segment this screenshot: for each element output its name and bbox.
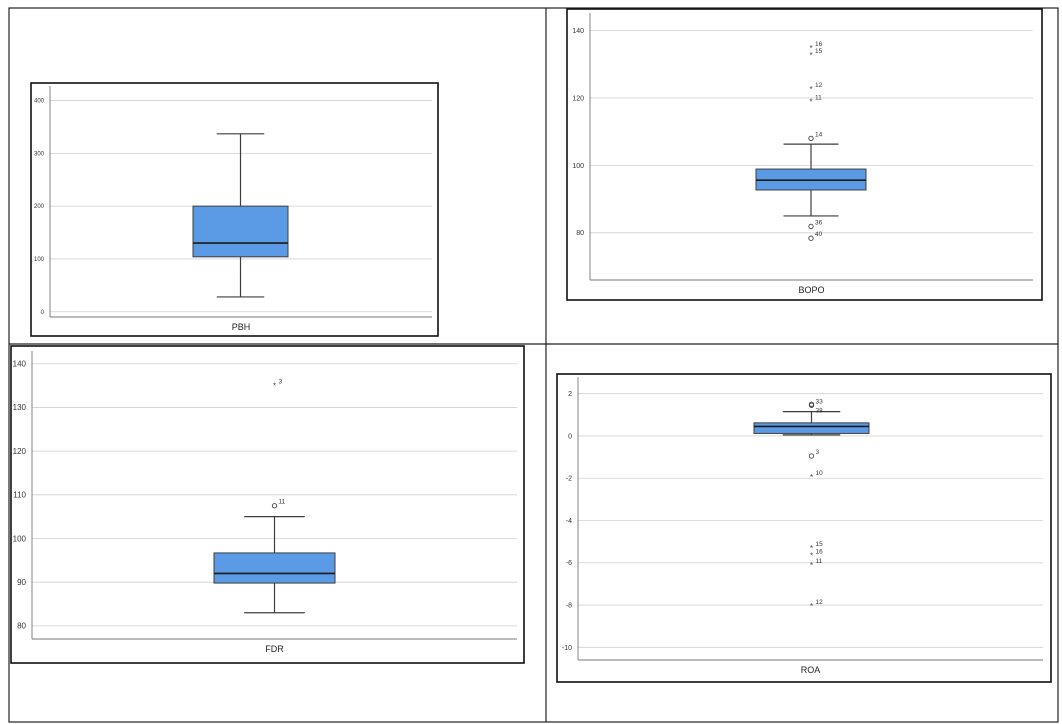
y-tick-label: 120: [13, 447, 27, 456]
extreme-point: *: [809, 51, 812, 60]
extreme-point: *: [810, 551, 813, 560]
y-tick-label: 140: [572, 28, 584, 35]
outlier-label: 38: [816, 408, 824, 415]
y-tick-label: 100: [572, 163, 584, 170]
y-tick-label: -2: [566, 476, 572, 483]
outlier-label: 16: [816, 548, 824, 555]
y-tick-label: 80: [576, 230, 584, 237]
outlier-label: 36: [815, 219, 823, 226]
extreme-point: *: [810, 602, 813, 611]
x-axis-label: FDR: [265, 644, 284, 654]
y-tick-label: -6: [566, 560, 572, 567]
y-tick-label: 400: [34, 99, 45, 105]
iqr-box: [753, 422, 870, 434]
extreme-point: *: [810, 544, 813, 553]
extreme-point: *: [809, 98, 812, 107]
outlier-label: 11: [279, 499, 286, 506]
outlier-label: 15: [815, 48, 823, 55]
y-tick-label: 100: [13, 534, 27, 543]
y-tick-label: 110: [13, 491, 26, 500]
outlier-point: [808, 401, 815, 407]
outlier-point: [808, 223, 814, 230]
iqr-box: [192, 205, 289, 258]
extreme-point: *: [810, 473, 813, 482]
y-tick-label: 300: [34, 151, 45, 157]
extreme-point: *: [810, 561, 813, 570]
y-tick-label: 0: [41, 310, 45, 316]
outlier-point: [271, 503, 278, 509]
outlier-point: [808, 453, 815, 459]
outlier-label: 3: [816, 449, 820, 456]
table-outer-border: [8, 7, 1059, 723]
chart-fdr: 80 90 100 110 120 130 140 FDR * 3 11: [10, 345, 525, 664]
outlier-point: [808, 235, 814, 241]
x-axis-label: ROA: [801, 665, 821, 675]
outlier-label: 15: [816, 541, 824, 548]
chart-frame: [10, 345, 525, 664]
outlier-label: 12: [816, 599, 824, 606]
iqr-box: [213, 552, 336, 584]
outlier-label: 12: [815, 82, 823, 89]
chart-pbh: 0 100 200 300 400 PBH: [30, 82, 439, 337]
outlier-label: 33: [816, 398, 824, 405]
outlier-point: [808, 135, 814, 142]
y-tick-label: 130: [13, 403, 27, 412]
outlier-label: 11: [815, 95, 822, 102]
chart-frame: [556, 373, 1052, 683]
chart-frame: [566, 8, 1043, 301]
outlier-label: 3: [279, 379, 283, 386]
y-tick-label: 2: [568, 391, 572, 398]
table-lines: [8, 7, 1059, 723]
outlier-label: 11: [816, 558, 823, 565]
y-tick-label: 120: [572, 95, 584, 102]
x-axis-label: PBH: [232, 322, 251, 332]
y-tick-label: -10: [562, 645, 572, 652]
y-tick-label: 140: [13, 360, 27, 369]
y-tick-label: 200: [34, 204, 45, 210]
extreme-point: *: [273, 382, 276, 391]
y-tick-label: -4: [566, 518, 572, 525]
outlier-label: 14: [815, 131, 823, 138]
outlier-label: 16: [815, 41, 823, 48]
extreme-point: *: [809, 85, 812, 94]
extreme-point: *: [809, 44, 812, 53]
y-tick-label: 90: [17, 578, 26, 587]
y-tick-label: 80: [17, 622, 26, 631]
y-tick-label: 0: [568, 433, 572, 440]
outlier-label: 40: [815, 231, 823, 238]
y-tick-label: 100: [34, 257, 45, 263]
outlier-label: 10: [816, 470, 824, 477]
y-tick-label: -8: [566, 602, 572, 609]
x-axis-label: BOPO: [798, 285, 824, 295]
